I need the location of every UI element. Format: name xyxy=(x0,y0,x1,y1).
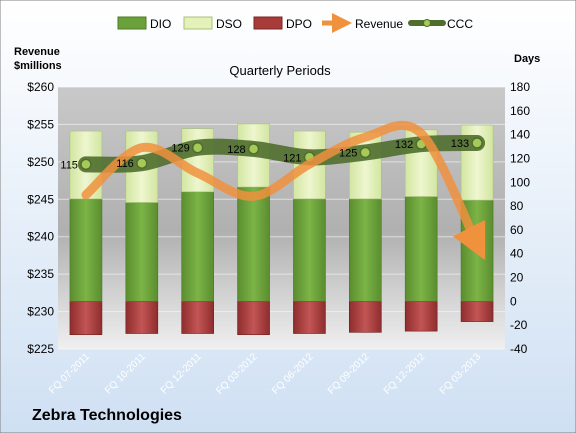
left-tick-label: $225 xyxy=(27,342,54,356)
revenue-line xyxy=(81,120,486,261)
bar-dio xyxy=(293,198,326,302)
right-tick-label: 160 xyxy=(510,104,530,118)
ccc-data-labels: 115 116 129 128 121 125 132 133 xyxy=(60,138,469,171)
right-tick-label: 60 xyxy=(510,223,524,237)
legend-label-dso: DSO xyxy=(216,17,242,31)
bar-dpo xyxy=(349,301,382,333)
legend-item-dio: DIO xyxy=(117,16,171,31)
plot-area xyxy=(58,87,505,349)
right-tick-label: 40 xyxy=(510,247,524,261)
left-tick-label: $255 xyxy=(27,117,54,131)
left-axis-label-line1: Revenue xyxy=(14,46,60,58)
legend-item-revenue: Revenue xyxy=(322,13,403,33)
bar-dpo xyxy=(125,301,159,334)
chart-title: Quarterly Periods xyxy=(229,63,331,78)
bar-dpo xyxy=(237,301,270,336)
legend-label-dio: DIO xyxy=(150,17,171,31)
ccc-data-label: 132 xyxy=(395,139,413,151)
right-tick-label: 100 xyxy=(510,175,530,189)
ccc-data-label: 133 xyxy=(451,138,469,150)
legend-item-dpo: DPO xyxy=(253,16,312,31)
bar-dpo xyxy=(69,301,103,336)
right-tick-label: -40 xyxy=(510,342,528,356)
legend-label-revenue: Revenue xyxy=(355,17,403,31)
ccc-data-label: 128 xyxy=(227,144,245,156)
left-tick-label: $250 xyxy=(27,155,54,169)
left-tick-label: $245 xyxy=(27,192,54,206)
right-tick-label: 20 xyxy=(510,271,524,285)
legend-swatch-dso xyxy=(183,16,213,30)
bar-dio xyxy=(181,191,214,302)
left-tick-label: $230 xyxy=(27,305,54,319)
right-tick-label: 0 xyxy=(510,294,517,308)
ccc-data-label: 115 xyxy=(60,159,78,171)
ccc-point xyxy=(136,157,148,169)
ccc-point xyxy=(471,137,483,149)
ccc-data-label: 129 xyxy=(171,143,189,155)
left-axis-ticks: $225 $230 $235 $240 $245 $250 $255 $260 xyxy=(27,80,54,356)
right-tick-label: 140 xyxy=(510,128,530,142)
ccc-point xyxy=(247,143,260,155)
legend-item-dso: DSO xyxy=(183,16,242,31)
right-tick-label: 120 xyxy=(510,151,530,165)
bars xyxy=(69,123,494,336)
bar-dio xyxy=(237,186,270,302)
left-axis-label-line2: $millions xyxy=(14,60,62,72)
left-tick-label: $240 xyxy=(27,230,54,244)
legend-swatch-dpo xyxy=(253,16,283,30)
legend-swatch-dio xyxy=(117,16,147,30)
ccc-series xyxy=(77,134,486,173)
bar-dio xyxy=(404,196,438,302)
right-axis-label: Days xyxy=(514,53,540,65)
bar-dio xyxy=(69,198,103,302)
right-tick-label: -20 xyxy=(510,318,528,332)
legend-label-ccc: CCC xyxy=(447,17,473,31)
right-tick-label: 180 xyxy=(510,80,530,94)
legend-item-ccc: CCC xyxy=(408,17,473,31)
ccc-data-label: 121 xyxy=(283,152,301,164)
bar-dpo xyxy=(404,301,438,332)
ccc-data-label: 125 xyxy=(339,148,357,160)
ccc-point xyxy=(80,158,92,171)
legend: DIO DSO DPO Revenue CCC xyxy=(117,13,473,33)
ccc-point xyxy=(359,146,372,159)
legend-label-dpo: DPO xyxy=(286,17,312,31)
bar-dpo xyxy=(293,301,326,334)
legend-marker-ccc xyxy=(423,19,431,27)
bar-dio xyxy=(349,198,382,302)
left-tick-label: $235 xyxy=(27,267,54,281)
revenue-series xyxy=(81,120,486,261)
right-tick-label: 80 xyxy=(510,199,524,213)
ccc-data-label: 116 xyxy=(116,158,134,170)
right-axis-ticks: -40 -20 0 20 40 60 80 100 120 140 160 180 xyxy=(510,80,530,356)
bar-dpo xyxy=(460,301,494,322)
bar-dio xyxy=(125,202,159,302)
company-name: Zebra Technologies xyxy=(32,407,182,424)
ccc-point xyxy=(191,141,204,154)
bar-dpo xyxy=(181,301,214,334)
left-tick-label: $260 xyxy=(27,80,54,94)
